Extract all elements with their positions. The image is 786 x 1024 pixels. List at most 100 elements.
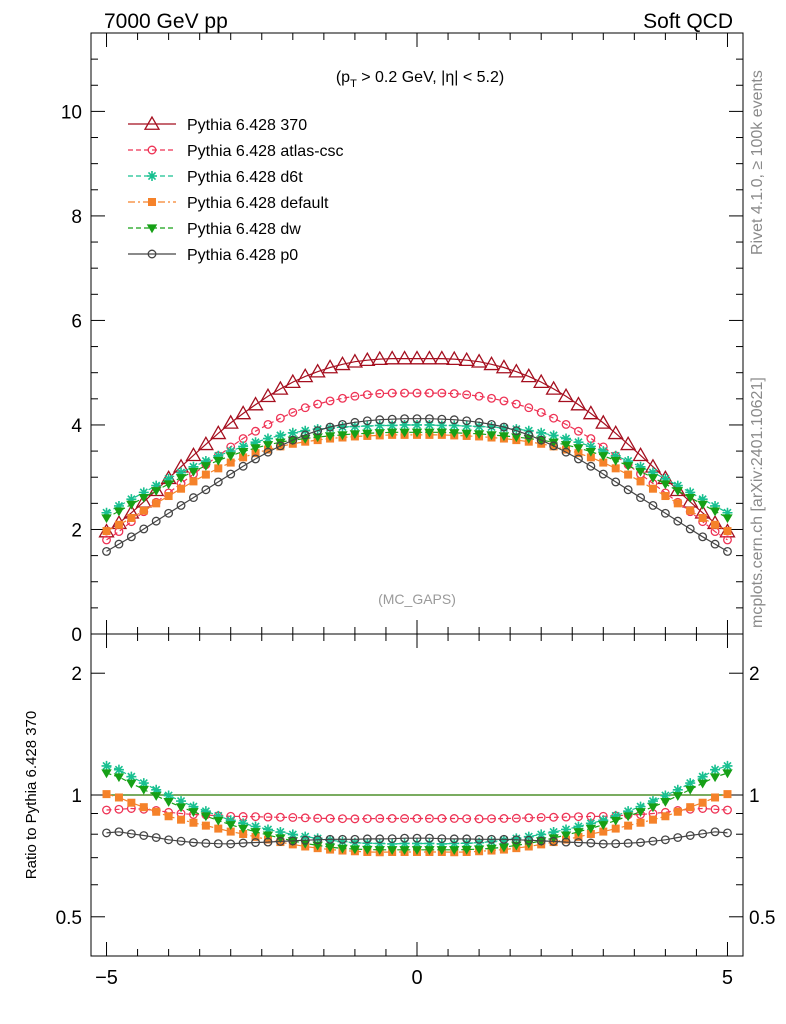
ratio-point-dw [548,834,559,844]
data-point-atlas [586,434,596,443]
data-point-default [239,453,248,462]
data-point-d6t [536,427,547,438]
data-point-dw [138,493,149,503]
data-point-default [698,513,707,522]
data-point-p370 [359,351,376,367]
data-point-p370 [520,368,537,383]
data-point-p370 [272,380,289,395]
data-point-default [574,449,583,458]
xtick-labels: −5 0 5 [95,967,733,989]
ratio-point-dw [461,845,472,855]
data-point-dw [250,444,261,454]
legend-marker-dw [146,224,158,234]
data-point-d6t [151,480,162,491]
ratio-point-dw [610,816,621,826]
data-point-p0 [263,447,273,457]
ratio-point-d6t [113,764,124,775]
ratio-point-dw [449,846,460,856]
ratio-point-default [201,821,210,830]
data-point-p0 [586,461,596,471]
data-point-p0 [623,485,633,495]
data-point-d6t [672,480,683,491]
data-point-p0 [437,414,447,424]
data-point-dw [151,487,162,497]
ratio-point-p0 [549,836,559,846]
series-line-dw [106,431,728,519]
data-point-d6t [188,461,199,472]
ratio-point-dw [697,779,708,789]
data-point-dw [560,441,572,451]
main-ytick-label: 10 [61,102,82,123]
data-point-p370 [533,373,550,389]
ratio-ytick-label-left: 1 [71,786,82,807]
ratio-point-dw [324,843,336,853]
ratio-point-default [711,793,720,802]
data-point-d6t [598,446,609,457]
data-point-dw [213,456,224,466]
ratio-point-p0 [598,839,608,849]
ratio-point-d6t [412,838,422,849]
ratio-point-atlas [288,813,298,822]
legend-marker-p0 [147,249,157,259]
ratio-point-atlas [251,812,261,822]
main-ytick-label: 2 [71,520,82,541]
ratio-point-d6t [138,778,149,789]
data-point-d6t [312,424,323,435]
ratio-point-d6t [151,784,162,795]
data-point-dw [225,452,236,461]
data-point-default [127,513,136,522]
data-point-p0 [598,469,608,479]
data-point-d6t [250,437,261,448]
ratio-point-default [636,818,645,827]
data-point-p370 [297,368,314,383]
data-point-p0 [387,414,397,424]
data-point-d6t [225,446,236,457]
data-point-p0 [723,546,732,556]
data-point-d6t [573,437,584,448]
data-point-p0 [673,516,683,526]
ratio-point-d6t [325,835,336,846]
ratio-series-dw [101,769,733,856]
ratio-point-p0 [524,835,534,845]
ratio-point-dw [151,792,162,801]
ratio-point-dw [262,831,274,841]
data-point-p0 [561,447,571,457]
legend-label: Pythia 6.428 d6t [187,169,303,186]
data-point-atlas [474,391,484,401]
ratio-point-p0 [561,837,571,847]
data-point-p0 [424,414,434,424]
ratio-point-default [164,812,173,821]
ratio-point-default [599,827,608,836]
data-point-atlas [375,389,385,399]
data-point-p370 [185,446,202,462]
ratio-point-atlas [313,813,323,823]
data-point-d6t [697,494,708,505]
data-point-dw [262,441,274,451]
ratio-point-dw [113,773,125,783]
data-point-p370 [433,350,450,365]
data-point-dw [635,467,646,477]
data-point-atlas [424,388,434,398]
ratio-point-p0 [673,833,683,842]
ratio-ytick-label-left: 2 [71,664,82,685]
data-point-dw [337,431,348,441]
data-point-p0 [487,419,496,429]
ratio-point-p0 [114,827,124,837]
data-point-d6t [200,456,211,467]
ratio-point-d6t [176,796,187,807]
ratio-point-dw [287,837,299,847]
ratio-point-atlas [350,814,360,824]
ratio-point-dw [424,846,435,856]
ratio-point-p0 [139,831,149,840]
data-point-p0 [114,539,124,549]
ratio-point-default [586,829,595,838]
data-point-p370 [210,425,227,440]
ratio-point-d6t [374,838,385,849]
data-point-dw [113,507,125,517]
data-point-p370 [222,414,239,429]
ratio-point-d6t [399,838,410,849]
ratio-point-d6t [697,771,708,782]
data-point-dw [175,474,187,483]
ratio-point-dw [411,846,423,856]
ratio-point-p0 [636,838,645,847]
